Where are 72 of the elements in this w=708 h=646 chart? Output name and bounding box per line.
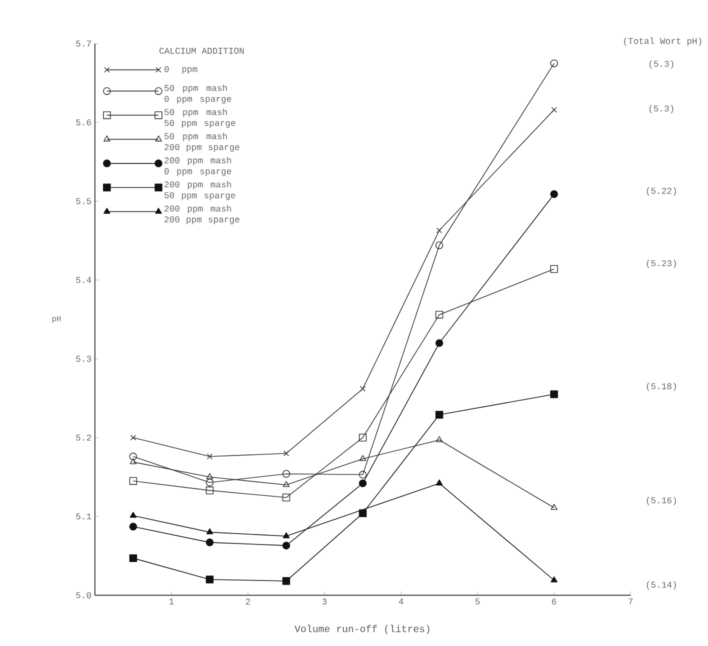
point bbox=[359, 455, 366, 462]
point bbox=[282, 470, 290, 478]
y-tick-label: 5.2 bbox=[76, 434, 91, 441]
point bbox=[550, 576, 558, 582]
y-tick-label: 5.0 bbox=[76, 592, 92, 598]
point bbox=[436, 436, 443, 442]
point bbox=[206, 576, 214, 584]
text: (5.18) bbox=[646, 382, 676, 392]
y-tick-label: 5.5 bbox=[76, 198, 92, 204]
point bbox=[282, 577, 290, 585]
text: (5.22) bbox=[646, 187, 676, 196]
point bbox=[206, 486, 214, 494]
legend-label: 50 ppm mash 50 ppm sparge bbox=[164, 108, 236, 128]
point bbox=[206, 473, 214, 480]
point bbox=[130, 434, 136, 441]
point bbox=[206, 478, 214, 487]
y-tick-label: 5.7 bbox=[76, 40, 91, 47]
x-tick-label: 5 bbox=[475, 598, 480, 605]
legend-label: 200 ppm mash 0 ppm sparge bbox=[164, 156, 232, 176]
point bbox=[129, 522, 138, 531]
x-tick-label: 3 bbox=[322, 598, 327, 605]
y-tick-label: 5.6 bbox=[76, 120, 92, 126]
legend-label: 50 ppm mash 200 ppm sparge bbox=[164, 132, 240, 152]
point bbox=[129, 554, 138, 562]
point bbox=[358, 509, 367, 518]
point bbox=[358, 470, 367, 479]
point bbox=[282, 494, 290, 502]
point bbox=[283, 450, 290, 456]
point bbox=[550, 265, 558, 273]
point bbox=[550, 60, 558, 68]
point bbox=[435, 339, 444, 348]
point bbox=[358, 480, 367, 488]
point bbox=[358, 434, 367, 442]
x-tick-label: 1 bbox=[169, 598, 174, 604]
y-tick-label: 5.1 bbox=[76, 514, 92, 520]
text: (5.3) bbox=[650, 60, 674, 69]
x-tick-label: 4 bbox=[398, 598, 404, 604]
point bbox=[282, 532, 290, 538]
point bbox=[551, 107, 557, 113]
point bbox=[436, 228, 442, 234]
point bbox=[206, 528, 214, 534]
text: (5.16) bbox=[646, 496, 676, 506]
point bbox=[282, 481, 290, 488]
point bbox=[550, 504, 558, 510]
point bbox=[435, 410, 444, 419]
point bbox=[206, 454, 213, 460]
point bbox=[129, 477, 138, 485]
point bbox=[130, 512, 137, 518]
x-axis-title: Volume run-off (litres) bbox=[294, 625, 430, 634]
x-tick-label: 2 bbox=[246, 598, 250, 605]
x-tick-label: 6 bbox=[552, 598, 556, 605]
point bbox=[436, 480, 443, 486]
text: (5.23) bbox=[646, 260, 676, 268]
legend-title: CALCIUM ADDITION bbox=[159, 48, 244, 54]
y-tick-label: 5.4 bbox=[76, 277, 92, 284]
legend-label: 200 ppm mash 200 ppm sparge bbox=[164, 205, 240, 224]
legend-label: 50 ppm mash 0 ppm sparge bbox=[164, 84, 232, 104]
x-tick-label: 7 bbox=[628, 598, 633, 604]
point bbox=[360, 386, 366, 392]
point bbox=[435, 310, 444, 319]
y-tick-label: 5.3 bbox=[76, 356, 92, 362]
legend-label: 0 ppm bbox=[164, 66, 198, 74]
annotation: (Total Wort pH) bbox=[624, 38, 702, 46]
point bbox=[435, 242, 444, 250]
point bbox=[282, 542, 290, 550]
text: (5.14) bbox=[646, 581, 676, 590]
legend-label: 200 ppm mash 50 ppm sparge bbox=[164, 181, 236, 200]
point bbox=[550, 390, 558, 398]
point bbox=[129, 452, 138, 460]
text: (5.3) bbox=[650, 105, 674, 114]
point bbox=[206, 538, 214, 546]
point bbox=[550, 190, 558, 198]
